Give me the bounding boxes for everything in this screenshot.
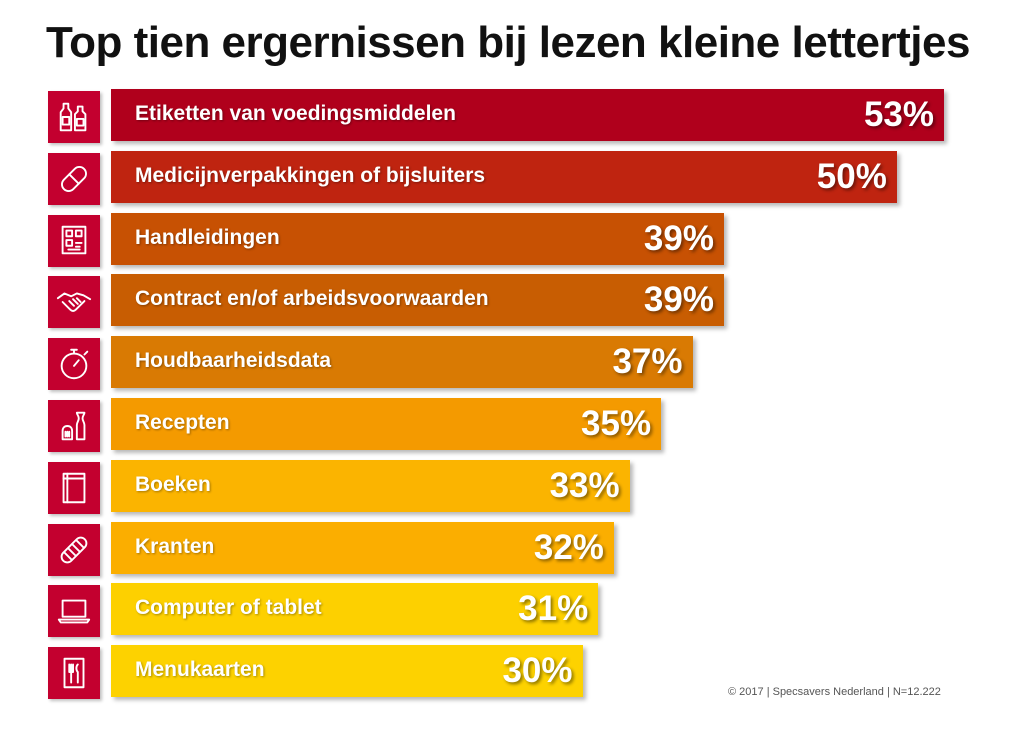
bar-category-label: Kranten <box>135 534 215 558</box>
bar-row: Menukaarten 30% <box>0 645 1024 701</box>
bar-category-label: Contract en/of arbeidsvoorwaarden <box>135 287 489 311</box>
bar-row: Boeken 33% <box>0 459 1024 516</box>
bar: Contract en/of arbeidsvoorwaarden 39% <box>111 274 724 327</box>
bar-row: Etiketten van voedingsmiddelen 53% <box>0 89 1024 145</box>
bar-row: Kranten 32% <box>0 521 1024 578</box>
bar-row: Computer of tablet 31% <box>0 583 1024 639</box>
bar-category-label: Computer of tablet <box>135 596 322 620</box>
bar: Boeken 33% <box>111 459 630 512</box>
bar-value-label: 32% <box>533 527 604 567</box>
menu-card-icon <box>48 647 100 700</box>
footnote: © 2017 | Specsavers Nederland | N=12.222 <box>728 686 941 698</box>
bar-value-label: 37% <box>612 342 683 382</box>
chart-title: Top tien ergernissen bij lezen kleine le… <box>46 18 970 67</box>
bar: Handleidingen 39% <box>111 212 724 265</box>
handshake-icon <box>48 276 100 329</box>
pill-icon <box>48 152 100 205</box>
bar: Houdbaarheidsdata 37% <box>111 336 693 389</box>
salt-pepper-icon <box>48 400 100 452</box>
bar: Recepten 35% <box>111 398 662 450</box>
bar-row: Contract en/of arbeidsvoorwaarden 39% <box>0 274 1024 330</box>
bar-row: Handleidingen 39% <box>0 212 1024 269</box>
bottles-icon <box>48 91 100 143</box>
bar-category-label: Recepten <box>135 411 230 434</box>
laptop-icon <box>48 585 100 638</box>
bar: Etiketten van voedingsmiddelen 53% <box>111 89 944 141</box>
bar-row: Medicijnverpakkingen of bijsluiters 50% <box>0 150 1024 207</box>
bar-category-label: Houdbaarheidsdata <box>135 349 332 373</box>
bar-value-label: 53% <box>863 95 934 134</box>
book-icon <box>48 461 100 514</box>
bar-value-label: 33% <box>549 465 620 505</box>
bar-category-label: Handleidingen <box>135 225 280 249</box>
bar-category-label: Boeken <box>135 472 211 496</box>
bar-category-label: Medicijnverpakkingen of bijsluiters <box>135 163 486 187</box>
bar-value-label: 50% <box>816 156 887 196</box>
bar-value-label: 39% <box>643 218 714 258</box>
bar-value-label: 31% <box>518 589 589 629</box>
stopwatch-icon <box>48 338 100 391</box>
bar-category-label: Etiketten van voedingsmiddelen <box>135 102 456 125</box>
manual-icon <box>48 214 100 267</box>
bar-row: Houdbaarheidsdata 37% <box>0 336 1024 392</box>
bar-value-label: 39% <box>643 280 714 320</box>
bar: Computer of tablet 31% <box>111 583 599 636</box>
bar: Menukaarten 30% <box>111 645 583 698</box>
bar-category-label: Menukaarten <box>135 658 265 682</box>
bar: Kranten 32% <box>111 521 614 574</box>
bar-row: Recepten 35% <box>0 398 1024 454</box>
bar: Medicijnverpakkingen of bijsluiters 50% <box>111 150 897 203</box>
bar-value-label: 35% <box>581 404 652 443</box>
bar-value-label: 30% <box>502 651 573 691</box>
newspaper-icon <box>48 523 100 576</box>
